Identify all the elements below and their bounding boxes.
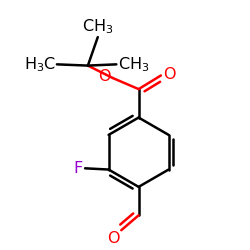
Text: H$_3$C: H$_3$C [24,55,56,74]
Text: O: O [98,69,111,84]
Text: CH$_3$: CH$_3$ [118,55,149,74]
Text: O: O [107,232,119,246]
Text: O: O [163,67,175,82]
Text: CH$_3$: CH$_3$ [82,17,114,36]
Text: F: F [74,161,83,176]
